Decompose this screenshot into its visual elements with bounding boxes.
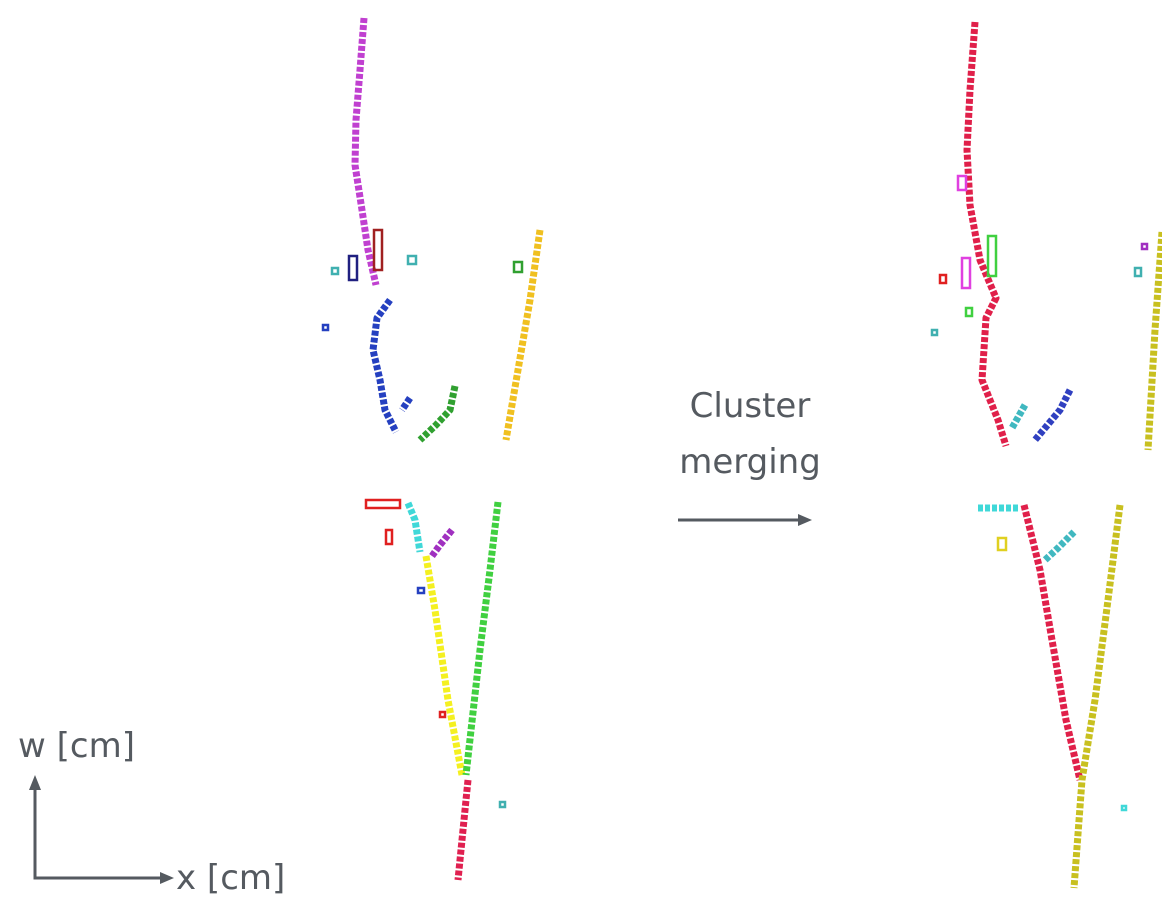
diagram [0, 0, 1162, 896]
x-axis-arrow [160, 872, 174, 884]
merge-label: Cluster merging [660, 378, 840, 490]
x-axis-label: x [cm] [176, 850, 285, 906]
merge-arrow-head [798, 514, 812, 526]
page: Cluster merging w [cm] x [cm] (() => { c… [0, 0, 1162, 896]
tracks-after [932, 22, 1162, 888]
y-axis-label: w [cm] [18, 718, 135, 774]
tracks-before [323, 18, 540, 880]
axis-lines [35, 790, 160, 878]
y-axis-arrow [29, 775, 41, 790]
